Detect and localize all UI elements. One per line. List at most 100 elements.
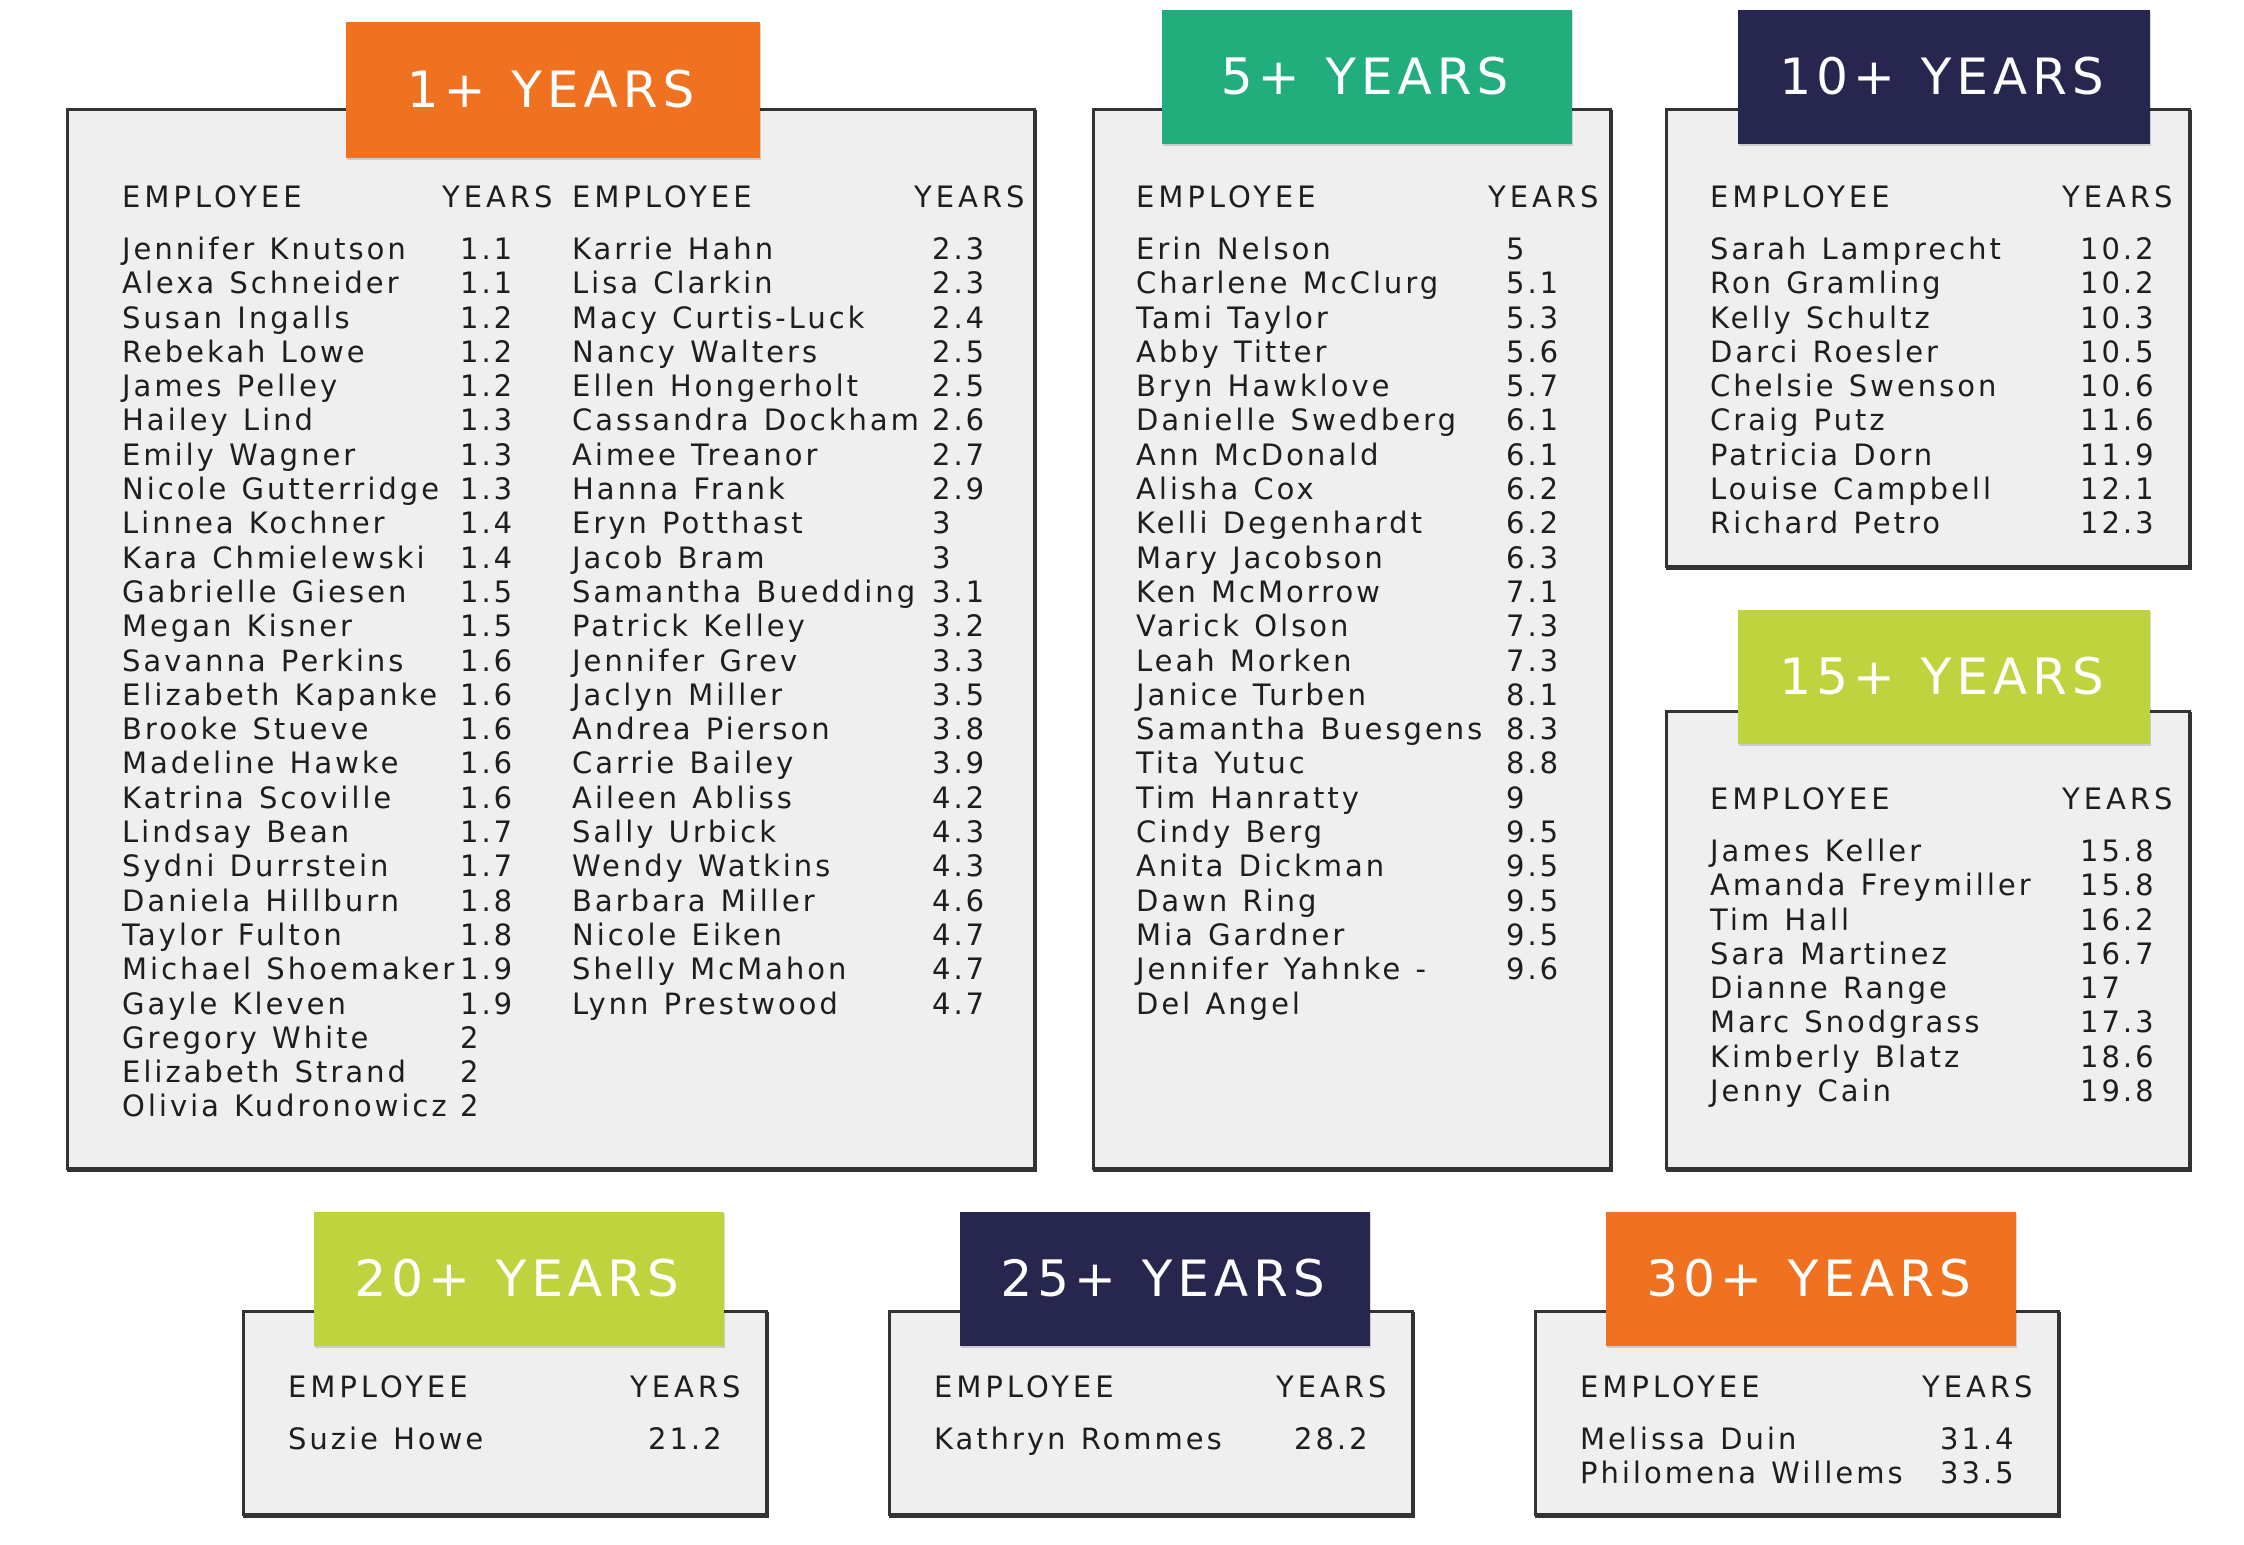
employee-name: Elizabeth Kapanke bbox=[122, 677, 441, 712]
employee-name: Janice Turben bbox=[1136, 677, 1370, 712]
list-item: Amanda Freymiller 15.8 bbox=[1710, 868, 2200, 902]
employee-years: 5 bbox=[1506, 232, 1528, 266]
employee-name: Cindy Berg bbox=[1136, 815, 1326, 850]
list-1-plus-col1: EMPLOYEE YEARS Jennifer Knutson 1.1 Alexa Sc… bbox=[122, 180, 580, 1124]
employee-name: Richard Petro bbox=[1710, 506, 1944, 541]
employee-years: 2.5 bbox=[932, 334, 988, 369]
employee-years: 16.2 bbox=[2080, 902, 2157, 937]
employee-years: 3.8 bbox=[932, 712, 988, 747]
list-item: Richard Petro 12.3 bbox=[1710, 506, 2200, 540]
employee-years: 9 bbox=[1506, 780, 1528, 815]
employee-name: Ken McMorrow bbox=[1136, 574, 1383, 609]
employee-years: 19.8 bbox=[2080, 1074, 2157, 1109]
employee-name: Aimee Treanor bbox=[572, 437, 821, 472]
list-item: Nicole Gutterridge 1.3 bbox=[122, 472, 580, 506]
employee-name: Taylor Fulton bbox=[122, 917, 345, 952]
list-item: Tim Hanratty 9 bbox=[1136, 781, 1626, 815]
employee-name: Jenny Cain bbox=[1710, 1074, 1894, 1109]
employee-years bbox=[1488, 987, 1626, 1021]
employee-name: Bryn Hawklove bbox=[1136, 369, 1393, 404]
employee-years: 5.6 bbox=[1506, 334, 1562, 369]
list-item: Wendy Watkins 4.3 bbox=[572, 849, 1052, 883]
employee-name: James Keller bbox=[1710, 834, 1925, 868]
employee-name: Patricia Dorn bbox=[1710, 437, 1936, 472]
header-years: YEARS bbox=[442, 180, 557, 214]
header-years: YEARS bbox=[914, 180, 1029, 214]
employee-years: 7.3 bbox=[1506, 609, 1562, 644]
list-item: Brooke Stueve 1.6 bbox=[122, 712, 580, 746]
employee-years: 2.7 bbox=[932, 437, 988, 472]
list-item: Mia Gardner 9.5 bbox=[1136, 918, 1626, 952]
employee-name: Rebekah Lowe bbox=[122, 334, 368, 369]
list-item: Varick Olson 7.3 bbox=[1136, 609, 1626, 643]
employee-years: 11.6 bbox=[2080, 403, 2157, 438]
tag-1-plus-years: 1+ YEARS bbox=[346, 22, 760, 158]
list-item: Gabrielle Giesen 1.5 bbox=[122, 575, 580, 609]
employee-years: 3.3 bbox=[932, 643, 988, 678]
column-header: EMPLOYEE YEARS bbox=[572, 180, 1052, 214]
employee-name: Craig Putz bbox=[1710, 403, 1888, 438]
list-item: Danielle Swedberg 6.1 bbox=[1136, 403, 1626, 437]
list-item: Emily Wagner 1.3 bbox=[122, 438, 580, 472]
employee-name: Tita Yutuc bbox=[1136, 746, 1308, 781]
employee-years: 1.3 bbox=[460, 403, 516, 438]
tag-5-plus-years: 5+ YEARS bbox=[1162, 10, 1572, 144]
employee-name: Tim Hanratty bbox=[1136, 780, 1362, 815]
employee-name: Kelli Degenhardt bbox=[1136, 506, 1425, 541]
employee-years: 2.9 bbox=[932, 472, 988, 507]
employee-name: Karrie Hahn bbox=[572, 232, 777, 266]
list-item: Suzie Howe 21.2 bbox=[288, 1422, 768, 1456]
list-item: Dianne Range 17 bbox=[1710, 971, 2200, 1005]
employee-years: 3.5 bbox=[932, 677, 988, 712]
employee-years: 2.3 bbox=[932, 266, 988, 301]
list-10-plus: EMPLOYEE YEARS Sarah Lamprecht 10.2 Ron Gram… bbox=[1710, 180, 2200, 541]
employee-name: Madeline Hawke bbox=[122, 746, 402, 781]
list-item: Patricia Dorn 11.9 bbox=[1710, 438, 2200, 472]
column-header: EMPLOYEE YEARS bbox=[1136, 180, 1626, 214]
employee-years: 1.9 bbox=[460, 986, 516, 1021]
list-30-plus: EMPLOYEE YEARS Melissa Duin 31.4 Philomena W… bbox=[1580, 1370, 2060, 1491]
employee-name: Gregory White bbox=[122, 1020, 372, 1055]
employee-name: Tami Taylor bbox=[1136, 300, 1331, 335]
list-item: Macy Curtis-Luck 2.4 bbox=[572, 301, 1052, 335]
employee-name: Wendy Watkins bbox=[572, 849, 834, 884]
employee-name: Kara Chmielewski bbox=[122, 540, 428, 575]
employee-years: 2.5 bbox=[932, 369, 988, 404]
employee-name: Tim Hall bbox=[1710, 902, 1853, 937]
employee-name: Marc Snodgrass bbox=[1710, 1005, 1983, 1040]
employee-name: James Pelley bbox=[122, 369, 341, 404]
employee-name: Jennifer Grev bbox=[572, 643, 801, 678]
column-header: EMPLOYEE YEARS bbox=[122, 180, 580, 214]
employee-name: Melissa Duin bbox=[1580, 1422, 1800, 1456]
list-item: Rebekah Lowe 1.2 bbox=[122, 335, 580, 369]
list-item: James Pelley 1.2 bbox=[122, 369, 580, 403]
employee-name: Sara Martinez bbox=[1710, 936, 1950, 971]
list-item: Leah Morken 7.3 bbox=[1136, 644, 1626, 678]
employee-years: 4.6 bbox=[932, 883, 988, 918]
list-item: Gayle Kleven 1.9 bbox=[122, 987, 580, 1021]
list-item: Elizabeth Kapanke 1.6 bbox=[122, 678, 580, 712]
employee-name: Eryn Potthast bbox=[572, 506, 806, 541]
list-item: Ron Gramling 10.2 bbox=[1710, 266, 2200, 300]
employee-name: Carrie Bailey bbox=[572, 746, 797, 781]
employee-name: Andrea Pierson bbox=[572, 712, 833, 747]
header-years: YEARS bbox=[1276, 1370, 1391, 1404]
employee-name: Suzie Howe bbox=[288, 1422, 487, 1456]
header-years: YEARS bbox=[1488, 180, 1603, 214]
employee-name: Daniela Hillburn bbox=[122, 883, 402, 918]
employee-years: 9.5 bbox=[1506, 883, 1562, 918]
column-header: EMPLOYEE YEARS bbox=[1710, 180, 2200, 214]
employee-years: 10.2 bbox=[2080, 266, 2157, 301]
list-item: Jaclyn Miller 3.5 bbox=[572, 678, 1052, 712]
employee-years: 9.5 bbox=[1506, 917, 1562, 952]
employee-years: 8.1 bbox=[1506, 677, 1562, 712]
employee-years: 3.9 bbox=[932, 746, 988, 781]
employee-name: Susan Ingalls bbox=[122, 300, 353, 335]
employee-name: Del Angel bbox=[1136, 986, 1303, 1021]
employee-name: Ron Gramling bbox=[1710, 266, 1944, 301]
employee-years: 10.2 bbox=[2080, 232, 2157, 266]
employee-years: 2 bbox=[460, 1020, 482, 1055]
header-employee: EMPLOYEE bbox=[288, 1370, 472, 1404]
employee-name: Linnea Kochner bbox=[122, 506, 388, 541]
employee-years: 2 bbox=[460, 1055, 482, 1090]
